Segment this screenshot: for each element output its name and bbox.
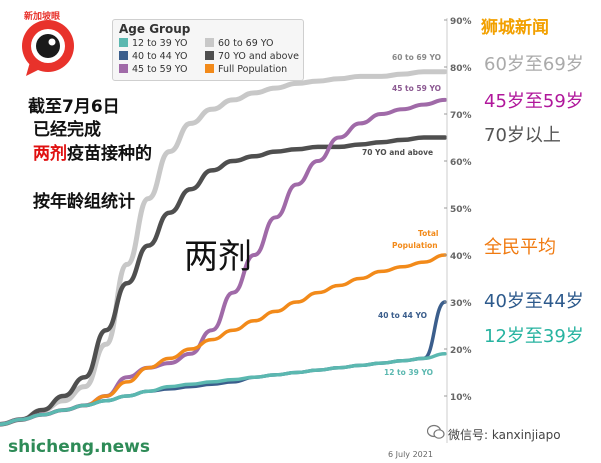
- chart-title: 两剂: [184, 237, 252, 277]
- legend-swatch: [205, 51, 214, 60]
- legend-label: 40 to 44 YO: [132, 51, 188, 62]
- right-label-60-69: 60岁至69岁: [484, 54, 584, 75]
- x-axis-date-label: 6 July 2021: [388, 450, 433, 459]
- series-label-60-to-69-yo: 60 to 69 YO: [392, 53, 441, 62]
- legend-label: 12 to 39 YO: [132, 38, 188, 49]
- y-tick-label: 70%: [450, 111, 472, 121]
- heading-line-4: 按年龄组统计: [33, 192, 135, 212]
- series-labels: 60 to 69 YO 45 to 59 YO 70 YO and above Tot…: [362, 53, 441, 377]
- legend-item-60-to-69-yo: 60 to 69 YO: [205, 38, 274, 49]
- legend-swatch: [119, 51, 128, 60]
- legend-swatch: [205, 38, 214, 47]
- brand-title: 狮城新闻: [481, 18, 549, 38]
- legend-item-full-population: Full Population: [205, 64, 287, 75]
- series-label-full-population: Total: [418, 229, 439, 238]
- legend-label: Full Population: [218, 64, 288, 75]
- heading-line-3: 两剂疫苗接种的: [33, 139, 152, 164]
- legend-label: 45 to 59 YO: [132, 64, 188, 75]
- legend-swatch: [119, 64, 128, 73]
- series-label-40-to-44-yo: 40 to 44 YO: [378, 311, 427, 320]
- right-label-40-44: 40岁至44岁: [484, 291, 584, 312]
- heading-highlight: 两剂: [33, 144, 67, 164]
- series-line-70-yo-and-above: [0, 135, 448, 427]
- wechat-icon: [427, 424, 445, 439]
- series-line-12-to-39-yo: [0, 351, 447, 426]
- y-tick-label: 60%: [450, 158, 472, 168]
- y-axis: 10% 20% 30% 40% 50% 60% 70% 80% 90%: [444, 17, 472, 443]
- legend-swatch: [205, 64, 214, 73]
- y-tick-label: 50%: [450, 205, 472, 215]
- legend-label: 60 to 69 YO: [218, 38, 274, 49]
- heading-line-3-rest: 疫苗接种的: [67, 144, 152, 164]
- y-tick-label: 30%: [450, 299, 472, 309]
- heading-line-1: 截至7月6日: [28, 97, 120, 117]
- right-label-45-59: 45岁至59岁: [484, 91, 584, 112]
- series-label-full-population: Population: [392, 241, 438, 250]
- y-tick-label: 40%: [450, 252, 472, 262]
- heading-line-2: 已经完成: [33, 120, 101, 140]
- legend-item-12-to-39-yo: 12 to 39 YO: [119, 38, 188, 49]
- series-label-45-to-59-yo: 45 to 59 YO: [392, 84, 441, 93]
- watermark-site: shicheng.news: [8, 437, 150, 457]
- legend-title: Age Group: [119, 22, 191, 36]
- right-label-12-39: 12岁至39岁: [484, 326, 584, 347]
- legend-item-70-yo-and-above: 70 YO and above: [205, 51, 299, 62]
- watermark-wechat: 微信号: kanxinjiapo: [448, 428, 561, 442]
- y-tick-label: 90%: [450, 17, 472, 27]
- series-label-70-yo-and-above: 70 YO and above: [362, 148, 433, 157]
- legend: Age Group 12 to 39 YO 60 to 69 YO 40 to 44…: [112, 19, 304, 81]
- y-tick-label: 20%: [450, 346, 472, 356]
- legend-swatch: [119, 38, 128, 47]
- legend-item-40-to-44-yo: 40 to 44 YO: [119, 51, 188, 62]
- y-tick-label: 10%: [450, 393, 472, 403]
- series-label-12-to-39-yo: 12 to 39 YO: [384, 368, 433, 377]
- logo-text: 新加坡眼: [24, 12, 61, 22]
- y-tick-label: 80%: [450, 64, 472, 74]
- plot-area: [0, 69, 448, 427]
- legend-label: 70 YO and above: [218, 51, 299, 62]
- right-label-70-plus: 70岁以上: [484, 125, 561, 146]
- right-label-full-population: 全民平均: [484, 237, 556, 258]
- logo: 新加坡眼: [16, 10, 80, 80]
- legend-item-45-to-59-yo: 45 to 59 YO: [119, 64, 188, 75]
- series-line-60-to-69-yo: [0, 69, 448, 427]
